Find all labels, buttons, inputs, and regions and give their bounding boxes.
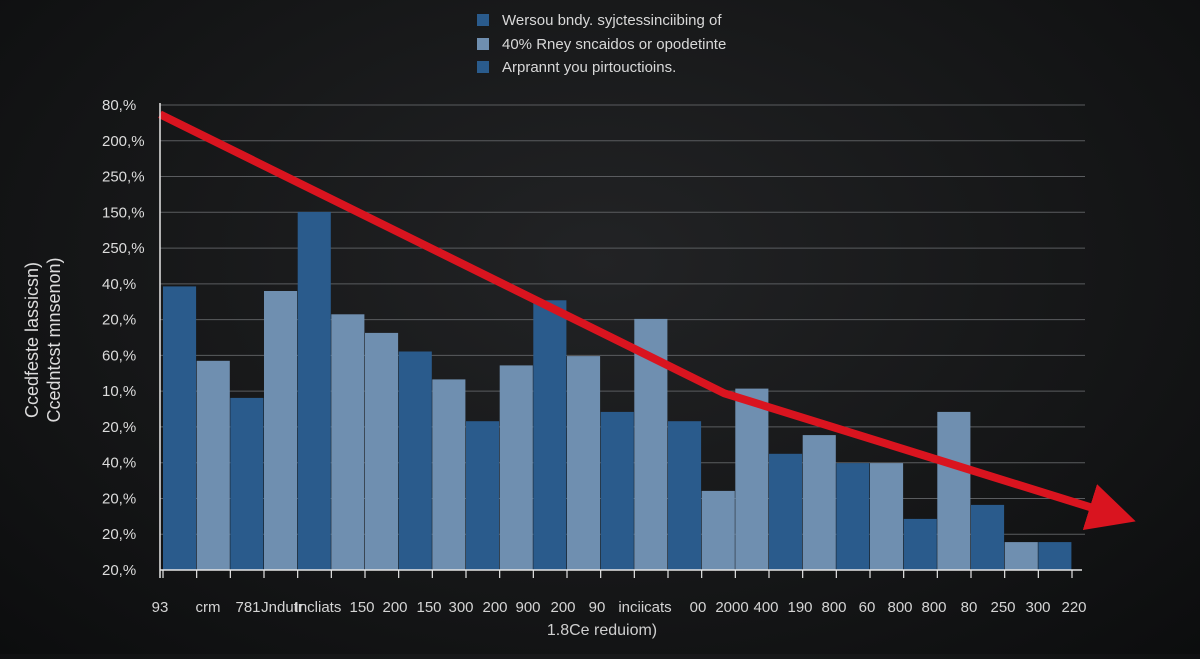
bar xyxy=(802,435,836,570)
y-tick-label: 20,% xyxy=(102,490,136,507)
bar xyxy=(971,504,1005,570)
x-tick-label: crm xyxy=(196,599,221,616)
bar xyxy=(836,463,870,571)
x-tick-label: 900 xyxy=(515,599,540,616)
x-tick-label: 300 xyxy=(1025,599,1050,616)
legend-swatch xyxy=(477,61,489,73)
bar xyxy=(196,360,230,571)
x-tick-label: Jndutr xyxy=(261,599,303,616)
legend-swatch xyxy=(477,14,489,26)
x-tick-label: 200 xyxy=(382,599,407,616)
legend-label: Arprannt you pirtouctioins. xyxy=(502,59,676,76)
bar xyxy=(870,463,904,571)
x-tick-label: 800 xyxy=(887,599,912,616)
axes xyxy=(159,103,1082,578)
bar xyxy=(769,453,803,571)
x-tick-label: 80 xyxy=(961,599,978,616)
x-tick-label: 90 xyxy=(589,599,606,616)
bar xyxy=(466,421,500,570)
x-tick-label: 200 xyxy=(482,599,507,616)
y-tick-label: 10,% xyxy=(102,383,136,400)
legend-label: Wersou bndy. syjctessinciibing of xyxy=(502,12,722,29)
x-tick-label: 150 xyxy=(349,599,374,616)
y-tick-label: 150,% xyxy=(102,204,145,221)
y-tick-label: 80,% xyxy=(102,97,136,114)
y-tick-label: 20,% xyxy=(102,526,136,543)
bar xyxy=(163,286,197,570)
bar xyxy=(567,356,601,570)
bar xyxy=(937,411,971,570)
bar xyxy=(398,351,432,570)
x-tick-label: 220 xyxy=(1061,599,1086,616)
x-tick-label: 300 xyxy=(448,599,473,616)
x-tick-label: 800 xyxy=(921,599,946,616)
y-tick-label: 20,% xyxy=(102,419,136,436)
x-tick-label: 781 xyxy=(235,599,260,616)
x-tick-label: 2000 xyxy=(715,599,748,616)
x-axis-label: 1.8Ce reduiom) xyxy=(547,622,657,639)
y-tick-label: 20,% xyxy=(102,312,136,329)
bar xyxy=(297,211,331,570)
x-tick-label: 250 xyxy=(990,599,1015,616)
bar xyxy=(331,314,365,571)
bar xyxy=(903,518,937,570)
bar xyxy=(1004,542,1038,570)
x-tick-label: 00 xyxy=(690,599,707,616)
y-tick-label: 200,% xyxy=(102,133,145,150)
bars xyxy=(163,211,1072,571)
x-tick-label: 400 xyxy=(753,599,778,616)
y-tick-label: 250,% xyxy=(102,169,145,186)
x-tick-label: 60 xyxy=(859,599,876,616)
y-axis-label-line: Ccedntcst mnsenon) xyxy=(44,257,64,422)
y-tick-label: 20,% xyxy=(102,562,136,579)
y-tick-label: 40,% xyxy=(102,455,136,472)
x-tick-label: 800 xyxy=(821,599,846,616)
bar xyxy=(735,388,769,570)
y-tick-label: 60,% xyxy=(102,347,136,364)
bar xyxy=(533,300,567,570)
bar xyxy=(668,421,702,570)
bar xyxy=(264,291,298,570)
y-axis-label-line: Ccedfeste lassicsn) xyxy=(22,262,42,418)
x-tick-label: 93 xyxy=(152,599,169,616)
bar xyxy=(701,490,735,570)
legend-label: 40% Rney sncaidos or opodetinte xyxy=(502,36,726,53)
bar xyxy=(230,397,264,570)
x-tick-label: 190 xyxy=(787,599,812,616)
trend-arrow-group xyxy=(158,110,1136,530)
bar xyxy=(499,365,533,570)
x-tick-label: 150 xyxy=(416,599,441,616)
bar xyxy=(1038,542,1072,570)
x-tick-label: inciicats xyxy=(618,599,671,616)
y-tick-label: 40,% xyxy=(102,276,136,293)
y-axis-ticks: 80,% 200,% 250,% 150,% 250,% 40,% 20,% 60,% 10,%… xyxy=(102,97,145,579)
bar xyxy=(600,411,634,570)
bar xyxy=(432,379,466,570)
legend-swatch xyxy=(477,38,489,50)
trend-arrow xyxy=(158,110,1136,530)
y-tick-label: 250,% xyxy=(102,240,145,257)
legend: Wersou bndy. syjctessinciibing of 40% Rne… xyxy=(477,12,726,76)
x-tick-label: Incliats xyxy=(295,599,342,616)
x-tick-label: 200 xyxy=(550,599,575,616)
bar xyxy=(365,332,399,571)
y-axis-label: Ccedfeste lassicsn) Ccedntcst mnsenon) xyxy=(22,257,64,422)
